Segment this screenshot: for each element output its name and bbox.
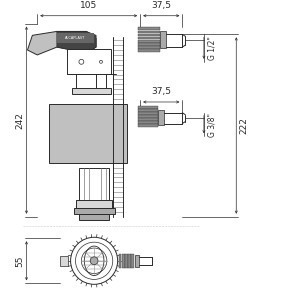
Bar	[138, 37, 160, 39]
Bar	[76, 200, 112, 208]
Text: G 3/8": G 3/8"	[207, 112, 216, 136]
Bar	[138, 43, 160, 46]
Bar	[80, 214, 109, 220]
Bar	[160, 32, 166, 48]
Bar	[125, 254, 128, 268]
Bar	[138, 28, 160, 30]
Polygon shape	[28, 32, 96, 55]
Bar	[138, 115, 158, 118]
Text: 37,5: 37,5	[151, 87, 171, 96]
Text: 37,5: 37,5	[151, 1, 171, 10]
Bar	[138, 40, 160, 43]
Bar	[138, 118, 158, 121]
Text: G 1/2": G 1/2"	[207, 36, 216, 60]
Bar	[57, 33, 94, 43]
Text: ALCAPLAST: ALCAPLAST	[65, 36, 86, 40]
Bar	[122, 254, 124, 268]
Bar	[138, 34, 160, 36]
Circle shape	[70, 237, 118, 284]
Bar	[138, 121, 158, 124]
Bar	[118, 254, 122, 268]
Text: 105: 105	[80, 1, 98, 10]
Polygon shape	[57, 32, 96, 53]
Bar	[60, 256, 68, 266]
Bar	[138, 49, 160, 52]
Bar	[138, 106, 158, 109]
Bar	[67, 49, 111, 74]
Bar	[49, 104, 128, 163]
Text: 242: 242	[15, 112, 24, 129]
Bar	[74, 208, 115, 214]
Bar	[138, 31, 160, 33]
Bar	[158, 110, 164, 124]
Bar	[128, 254, 131, 268]
Text: 55: 55	[15, 255, 24, 266]
Bar	[138, 124, 158, 127]
Bar	[138, 46, 160, 49]
Bar	[138, 112, 158, 115]
Bar	[131, 254, 134, 268]
Bar	[80, 168, 109, 202]
Bar	[72, 88, 111, 94]
Circle shape	[90, 257, 98, 265]
Bar	[138, 109, 158, 112]
Text: 222: 222	[240, 117, 249, 134]
Bar	[135, 255, 139, 267]
